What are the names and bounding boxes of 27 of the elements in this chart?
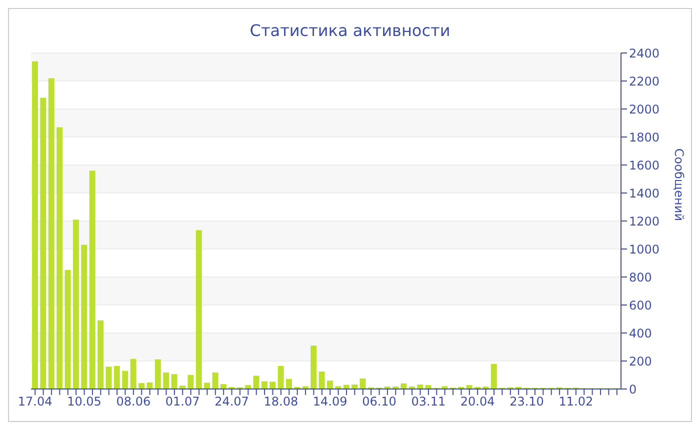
x-tick-label: 17.04 bbox=[18, 394, 52, 409]
y-tick-label: 2200 bbox=[629, 74, 660, 88]
y-tick-label: 1800 bbox=[629, 130, 660, 144]
y-tick-label: 800 bbox=[629, 270, 652, 284]
y-tick-label: 1400 bbox=[629, 186, 660, 200]
y-tick-label: 600 bbox=[629, 298, 652, 312]
y-tick-label: 200 bbox=[629, 354, 652, 368]
x-tick-label: 03.11 bbox=[411, 394, 446, 409]
y-tick-label: 1000 bbox=[629, 242, 660, 256]
x-tick-label: 08.06 bbox=[116, 394, 151, 409]
y-tick-label: 2400 bbox=[629, 46, 660, 60]
x-tick-label: 18.08 bbox=[264, 394, 298, 409]
chart-title: Статистика активности bbox=[248, 20, 452, 42]
y-tick-label: 0 bbox=[629, 382, 637, 396]
x-tick-label: 23.10 bbox=[510, 394, 544, 409]
y-tick-label: 1600 bbox=[629, 158, 660, 172]
y-tick-label: 400 bbox=[629, 326, 652, 340]
x-tick-label: 06.10 bbox=[362, 394, 396, 409]
x-tick-label: 24.07 bbox=[214, 394, 249, 409]
y-tick-label: 1200 bbox=[629, 214, 660, 228]
y-axis-title: Сообщений bbox=[672, 148, 686, 221]
x-tick-label: 11.02 bbox=[558, 394, 594, 409]
x-tick-label: 20.04 bbox=[460, 394, 495, 409]
x-tick-label: 01.07 bbox=[165, 394, 200, 409]
x-tick-label: 14.09 bbox=[312, 394, 348, 409]
x-tick-label: 10.05 bbox=[67, 394, 102, 409]
y-tick-label: 2000 bbox=[629, 102, 660, 116]
